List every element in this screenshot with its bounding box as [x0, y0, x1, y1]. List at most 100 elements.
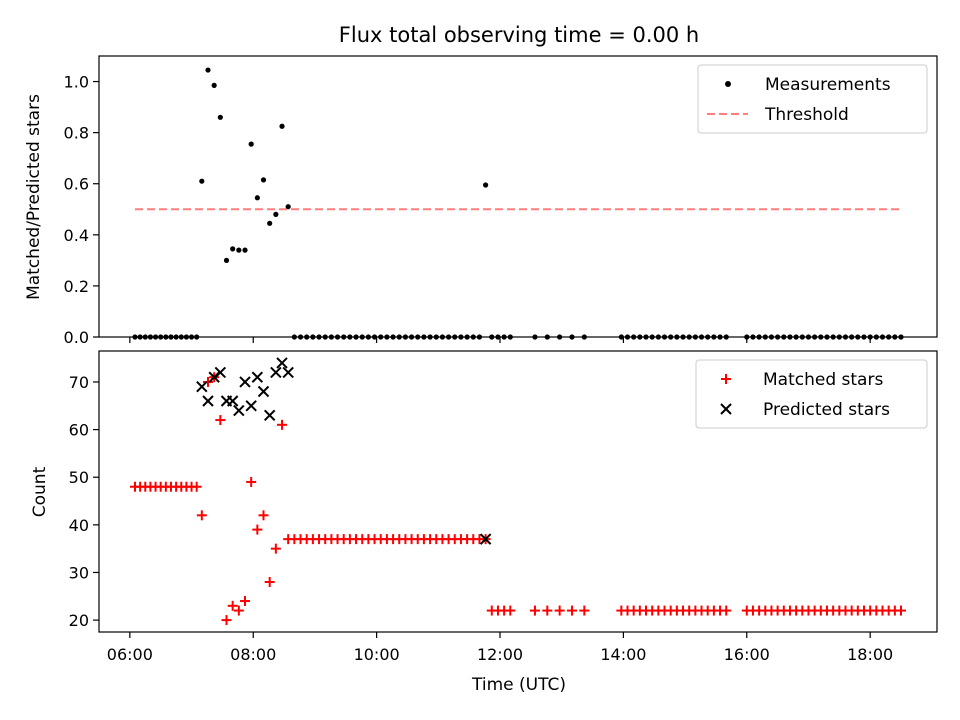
measurement-point	[158, 334, 164, 340]
predicted-star-point	[239, 376, 251, 388]
predicted-star-point	[479, 533, 492, 545]
predicted-star-point	[251, 371, 264, 383]
measurement-point	[898, 334, 904, 340]
measurement-point	[495, 334, 501, 340]
bottom-legend: Matched stars Predicted stars	[695, 359, 928, 429]
measurement-point	[618, 334, 624, 340]
measurement-point	[692, 334, 698, 340]
x-axis-label: Time (UTC)	[471, 675, 566, 695]
legend-label-measurements: Measurements	[765, 75, 891, 95]
predicted-star-point	[276, 357, 288, 369]
measurement-point	[464, 334, 470, 340]
measurement-point	[147, 334, 154, 340]
measurement-point	[408, 334, 415, 340]
measurement-point	[236, 247, 242, 253]
measurement-point	[723, 334, 729, 340]
measurement-point	[830, 334, 836, 340]
measurement-point	[557, 334, 563, 340]
measurement-point	[458, 334, 464, 340]
y-tick-label: 0.4	[64, 226, 89, 245]
measurement-point	[680, 334, 686, 340]
legend-label-matched: Matched stars	[763, 370, 883, 390]
measurement-point	[661, 334, 668, 340]
y-tick-label: 20	[69, 611, 89, 630]
bottom-y-ticks: 20 30 40 50 60 70	[69, 373, 99, 630]
measurement-point	[649, 334, 655, 340]
measurement-point	[643, 334, 649, 340]
cross-b	[263, 409, 276, 422]
measurement-point	[183, 334, 189, 340]
x-tick-label: 12:00	[477, 645, 523, 664]
cross-b	[239, 376, 251, 388]
matched-star-point	[221, 615, 232, 626]
matched-star-point	[233, 605, 244, 616]
cross-b	[257, 385, 270, 398]
measurement-point	[842, 334, 849, 340]
matched-star-point	[896, 605, 907, 616]
x-tick-label: 16:00	[724, 645, 770, 664]
matched-star-point	[721, 374, 731, 384]
matched-star-point	[240, 596, 251, 607]
measurement-point	[347, 334, 353, 340]
top-y-axis-label: Matched/Predicted stars	[24, 94, 44, 300]
measurement-point	[132, 334, 138, 340]
bottom-legend-box	[695, 359, 928, 429]
y-tick-label: 70	[69, 373, 89, 392]
measurement-point	[439, 334, 446, 340]
measurement-point	[242, 247, 248, 253]
bottom-axes: 20 30 40 50 60 70 06:00 08:00 10:00 12:00 14:00 16…	[30, 350, 938, 695]
measurement-points	[132, 67, 904, 340]
measurement-point	[624, 334, 631, 340]
measurement-point	[285, 204, 291, 210]
top-axes: 0.0 0.2 0.4 0.6 0.8 1.0 Matched/Predicted sta…	[24, 55, 938, 347]
measurement-point	[569, 334, 575, 340]
measurement-point	[768, 334, 775, 340]
predicted-star-point	[720, 403, 732, 415]
y-tick-label: 0.2	[64, 277, 89, 296]
measurement-point	[273, 211, 279, 217]
measurement-point	[711, 334, 717, 340]
matched-star-point	[202, 376, 213, 387]
predicted-star-point	[245, 400, 257, 412]
measurement-point	[396, 334, 402, 340]
measurement-point	[818, 334, 824, 340]
matched-star-point	[721, 605, 732, 616]
measurement-point	[267, 220, 273, 226]
legend-label-predicted: Predicted stars	[763, 400, 890, 420]
measurement-point	[194, 334, 200, 340]
predicted-star-point	[226, 395, 239, 407]
x-tick-label: 14:00	[600, 645, 646, 664]
measurement-point	[781, 334, 787, 340]
predicted-star-point	[270, 366, 282, 379]
measurement-point	[163, 334, 169, 340]
measurement-point	[705, 334, 711, 340]
cross-b	[196, 381, 208, 393]
measurement-point	[304, 334, 310, 340]
cross-b	[202, 395, 214, 407]
y-tick-label: 1.0	[64, 73, 89, 92]
matched-star-point	[270, 543, 281, 554]
measurement-point	[873, 334, 879, 340]
measurement-point	[334, 334, 341, 340]
measurement-point	[824, 334, 830, 340]
y-tick-label: 30	[69, 563, 89, 582]
bottom-x-ticks: 06:00 08:00 10:00 12:00 14:00 16:00 18:00	[107, 632, 893, 664]
measurement-point	[750, 334, 756, 340]
cross-b	[479, 533, 492, 545]
matched-star-point	[215, 415, 226, 426]
measurement-point	[879, 334, 886, 340]
matched-star-point	[505, 605, 516, 616]
measurement-point	[353, 334, 359, 340]
predicted-star-point	[202, 395, 214, 407]
cross-b	[251, 371, 264, 383]
measurement-point	[378, 334, 384, 340]
matched-star-point	[264, 576, 275, 587]
y-tick-label: 50	[69, 468, 89, 487]
measurement-point	[867, 334, 873, 340]
measurement-point	[698, 334, 705, 340]
measurement-point	[775, 334, 781, 340]
measurement-point	[365, 334, 371, 340]
measurement-point	[532, 334, 538, 340]
chart-title: Flux total observing time = 0.00 h	[339, 23, 699, 47]
measurement-point	[756, 334, 762, 340]
